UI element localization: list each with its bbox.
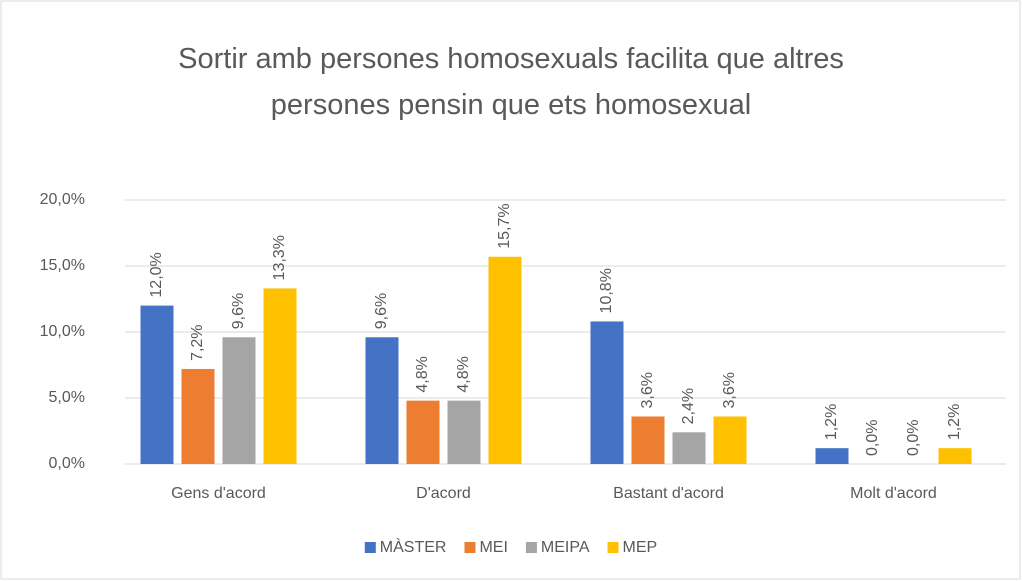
y-tick-label: 20,0% xyxy=(40,191,85,208)
data-label: 10,8% xyxy=(598,268,615,313)
data-label: 4,8% xyxy=(414,356,431,392)
legend-label: MEIPA xyxy=(541,539,590,556)
bar xyxy=(815,448,849,464)
data-label: 2,4% xyxy=(680,388,697,424)
x-tick-label: Gens d'acord xyxy=(171,485,266,502)
data-label: 13,3% xyxy=(271,235,288,280)
bar xyxy=(713,416,747,464)
bar xyxy=(263,288,297,464)
data-label: 3,6% xyxy=(721,372,738,408)
data-label: 0,0% xyxy=(905,420,922,456)
bar xyxy=(938,448,972,464)
legend-swatch xyxy=(364,542,376,553)
legend-label: MEI xyxy=(479,539,507,556)
legend-swatch xyxy=(525,542,537,553)
bar xyxy=(365,337,399,464)
y-tick-label: 15,0% xyxy=(40,257,85,274)
data-label: 0,0% xyxy=(864,420,881,456)
data-label: 3,6% xyxy=(639,372,656,408)
bar xyxy=(447,400,481,464)
legend-label: MÀSTER xyxy=(380,537,447,556)
y-tick-label: 0,0% xyxy=(49,455,85,472)
bar xyxy=(406,400,440,464)
x-tick-label: Bastant d'acord xyxy=(613,485,724,502)
y-tick-label: 10,0% xyxy=(40,323,85,340)
y-tick-label: 5,0% xyxy=(49,389,85,406)
legend-swatch xyxy=(607,542,619,553)
x-tick-label: Molt d'acord xyxy=(850,485,937,502)
legend-label: MEP xyxy=(623,539,658,556)
bar xyxy=(181,368,215,464)
data-label: 12,0% xyxy=(148,252,165,297)
data-label: 1,2% xyxy=(946,404,963,440)
bar xyxy=(140,305,174,464)
bar xyxy=(672,432,706,464)
chart-title: Sortir amb persones homosexuals facilita… xyxy=(178,43,844,121)
bar xyxy=(590,321,624,464)
bar xyxy=(488,256,522,464)
data-label: 7,2% xyxy=(189,324,206,360)
data-label: 9,6% xyxy=(230,293,247,329)
data-label: 4,8% xyxy=(455,356,472,392)
x-tick-label: D'acord xyxy=(416,485,471,502)
data-label: 1,2% xyxy=(823,404,840,440)
bar xyxy=(631,416,665,464)
data-label: 9,6% xyxy=(373,293,390,329)
legend-swatch xyxy=(464,542,476,553)
bar xyxy=(222,337,256,464)
data-label: 15,7% xyxy=(496,203,513,248)
